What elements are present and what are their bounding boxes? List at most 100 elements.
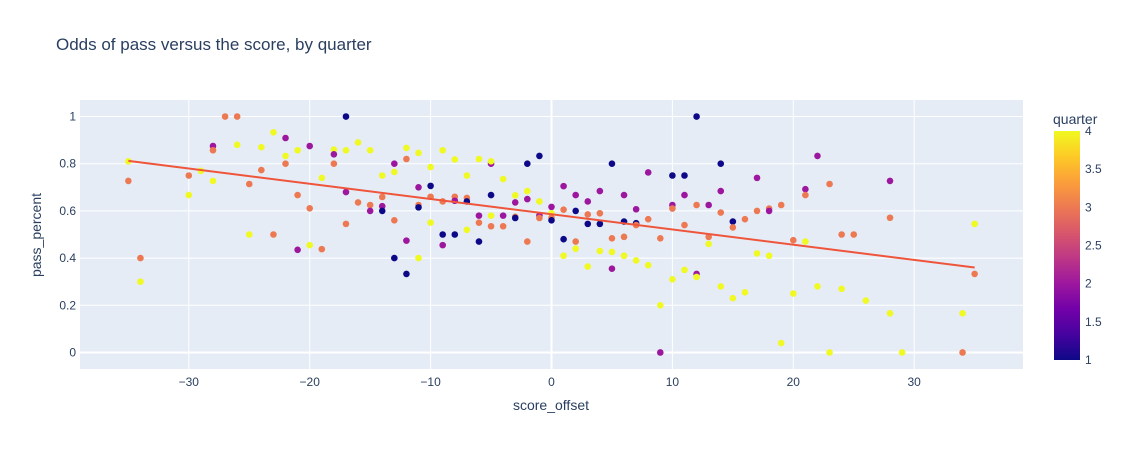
data-point — [499, 222, 507, 230]
data-point — [789, 236, 797, 244]
x-tick-label: −30 — [179, 375, 200, 389]
trendline — [128, 159, 975, 269]
data-point — [475, 212, 483, 219]
data-point — [886, 214, 894, 222]
data-point — [330, 150, 338, 158]
data-point — [330, 160, 338, 168]
data-point — [753, 207, 761, 215]
data-point — [838, 231, 845, 238]
data-point — [294, 246, 301, 254]
data-point — [753, 174, 761, 182]
data-point — [741, 215, 749, 223]
data-point — [125, 177, 132, 185]
y-tick-label: 0 — [69, 345, 76, 359]
data-point — [548, 203, 555, 211]
data-point — [209, 146, 217, 154]
data-point — [717, 187, 725, 195]
data-point — [959, 310, 966, 317]
x-axis-label: score_offset — [513, 397, 589, 413]
colorbar-tick-label: 4 — [1085, 124, 1092, 138]
data-point — [693, 273, 700, 281]
data-point — [366, 146, 374, 154]
data-point — [693, 113, 700, 120]
data-point — [862, 297, 870, 304]
data-point — [802, 238, 809, 245]
data-point — [318, 245, 326, 253]
data-point — [282, 152, 289, 160]
data-point — [378, 172, 386, 179]
data-point — [729, 294, 737, 302]
data-point — [560, 235, 567, 243]
data-point — [596, 187, 604, 195]
data-point — [886, 177, 894, 185]
colorbar-tick-label: 1 — [1085, 353, 1092, 367]
data-point — [584, 263, 592, 270]
data-point — [802, 191, 809, 199]
data-point — [499, 175, 507, 183]
x-tick-label: 0 — [548, 375, 555, 389]
data-point — [487, 191, 495, 199]
data-point — [681, 191, 688, 199]
data-point — [209, 177, 217, 185]
data-point — [378, 202, 386, 210]
data-point — [451, 231, 459, 238]
colorbar-title: quarter — [1053, 111, 1098, 127]
data-point — [475, 219, 483, 227]
data-point — [608, 160, 616, 168]
data-point — [536, 214, 543, 222]
data-point — [185, 172, 193, 179]
data-point — [608, 234, 616, 242]
chart-title: Odds of pass versus the score, by quarte… — [56, 35, 372, 54]
colorbar — [1054, 131, 1080, 360]
colorbar-tick-label: 3.5 — [1085, 162, 1102, 176]
data-point — [487, 212, 495, 219]
data-point — [403, 270, 410, 278]
data-point — [802, 185, 809, 193]
y-tick-label: 0.2 — [59, 298, 76, 312]
data-point — [233, 141, 241, 149]
x-tick-label: 30 — [908, 375, 922, 389]
data-point — [584, 220, 592, 228]
data-point — [378, 207, 386, 215]
colorbar-tick-label: 1.5 — [1085, 315, 1102, 329]
data-point — [536, 152, 543, 160]
data-point — [306, 205, 314, 212]
data-point — [560, 206, 567, 214]
data-point — [620, 191, 628, 199]
data-point — [524, 238, 531, 245]
data-point — [403, 155, 410, 163]
data-point — [729, 224, 737, 231]
data-point — [644, 215, 652, 223]
data-point — [644, 261, 652, 269]
data-point — [826, 180, 833, 188]
colorbar-tick-label: 3 — [1085, 200, 1092, 214]
y-tick-label: 0.8 — [59, 157, 76, 171]
data-point — [644, 169, 652, 176]
colorbar-tick-label: 2.5 — [1085, 239, 1102, 253]
data-point — [608, 265, 616, 273]
data-point — [354, 199, 362, 206]
data-point — [681, 172, 688, 179]
x-tick-labels: −30 −20 −10 0 10 20 30 — [179, 375, 922, 389]
data-point — [826, 349, 833, 356]
data-point — [511, 199, 519, 206]
data-point — [789, 290, 797, 297]
y-tick-label: 0.4 — [59, 251, 76, 265]
data-point — [669, 276, 676, 283]
data-point — [475, 155, 483, 163]
data-point — [596, 247, 604, 255]
data-point — [572, 191, 579, 199]
data-point — [258, 166, 265, 174]
x-tick-label: 20 — [787, 375, 801, 389]
data-point — [584, 211, 592, 218]
data-point — [765, 207, 773, 215]
data-point — [681, 221, 688, 229]
data-point — [403, 144, 410, 152]
data-point — [318, 174, 326, 182]
data-point — [729, 218, 737, 225]
data-point — [838, 285, 845, 293]
data-point — [524, 195, 531, 203]
data-point — [620, 252, 628, 260]
data-point — [572, 245, 579, 252]
data-point — [391, 160, 398, 168]
